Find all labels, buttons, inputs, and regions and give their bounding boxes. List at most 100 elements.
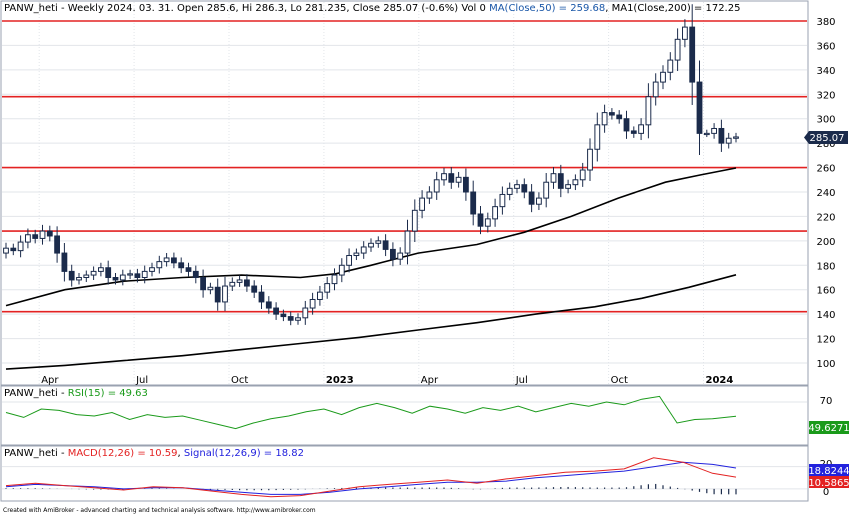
header-close: Close 285.07 (-0.6%) [353,3,459,14]
macd-signal-badge: 18.8244 [808,464,850,477]
candle-body-14 [105,267,112,279]
footer-credit: Created with AmiBroker - advanced charti… [3,507,316,514]
macd-y-tick-0: 0 [823,487,829,498]
candle-body-97 [711,127,718,134]
header-vol: Vol 0 [461,3,486,14]
candle-body-11 [83,274,90,278]
candle-body-95 [696,81,703,134]
header-period: Weekly [68,3,104,14]
price-y-tick: 380 [816,17,835,28]
price-y-axis: 380 360 340 320 300 280 260 240 220 200 180 160 140 1… [816,17,835,370]
candle-body-56 [411,209,418,232]
candle-body-53 [390,248,396,260]
candle-body-34 [251,285,258,293]
header-ma50: MA(Close,50) = 259.68 [489,3,605,14]
candle-body-24 [178,262,185,269]
candle-body-90 [660,71,666,83]
candle-body-77 [565,184,572,189]
header-low: Lo 281.235 [290,3,346,14]
candlesticks [3,4,739,326]
candle-body-2 [17,241,24,252]
last-price-badge-text: 285.07 [810,133,845,144]
candle-body-31 [229,281,236,287]
candle-body-29 [214,286,221,303]
candle-body-57 [419,197,426,211]
candle-body-67 [492,206,499,220]
rsi-panel[interactable] [0,385,809,446]
candle-body-76 [557,173,564,189]
candle-body-28 [207,286,214,291]
candle-body-41 [302,307,309,319]
rsi-value-badge: 49.6271 [808,421,850,434]
grid-lines [2,2,807,384]
candle-body-62 [455,176,462,183]
candle-body-19 [141,270,148,278]
candle-body-37 [273,307,280,315]
date-x-tick: 2024 [706,375,734,386]
candle-body-47 [346,255,353,266]
header-ma200: MA1(Close,200) = 172.25 [612,3,741,14]
candle-body-10 [76,277,82,281]
candle-body-66 [484,218,491,227]
candle-body-92 [674,38,681,61]
candle-body-20 [149,267,155,272]
candle-body-44 [324,283,331,293]
macd-legend: PANW_heti - MACD(12,26) = 10.59, Signal(… [4,448,304,459]
price-y-tick: 180 [816,261,835,272]
candle-body-85 [623,118,630,132]
price-panel[interactable] [0,0,809,386]
macd-value-badge: 10.5865 [808,476,850,489]
candle-body-25 [185,267,192,272]
candle-body-99 [725,137,732,144]
candle-body-82 [601,112,608,126]
rsi-plot [2,395,807,430]
candle-body-18 [134,273,141,279]
header-open: Open 285.6 [177,3,236,14]
candle-body-40 [295,317,301,321]
rsi-legend-name: RSI(15) = 49.63 [68,388,148,399]
candle-body-9 [68,270,75,281]
candle-body-68 [499,193,506,208]
candle-body-98 [718,127,725,144]
macd-legend-ticker: PANW_heti - [4,448,68,459]
price-y-tick: 160 [816,286,835,297]
macd-panel[interactable] [0,445,809,502]
candle-body-61 [448,173,455,183]
candle-body-51 [375,240,382,244]
price-y-tick: 360 [816,41,835,52]
candle-body-45 [331,274,338,285]
candle-body-38 [280,313,287,318]
price-y-tick: 240 [816,188,835,199]
candle-body-65 [477,213,484,227]
signal-line [5,461,737,495]
price-y-tick: 320 [816,90,835,101]
date-x-axis: Apr Jul Oct 2023 Apr Jul Oct 2024 [41,375,733,386]
price-y-tick: 340 [816,66,835,77]
date-x-tick: Oct [231,375,248,386]
candle-body-80 [587,148,593,171]
price-y-tick: 140 [816,310,835,321]
macd-legend-signal: Signal(12,26,9) = 18.82 [184,448,304,459]
candle-body-48 [353,252,360,257]
candle-body-96 [703,132,710,136]
candle-body-79 [579,169,586,181]
candle-body-72 [528,191,535,205]
date-x-tick: Apr [421,375,439,386]
candle-body-32 [236,279,243,283]
candle-body-33 [244,279,250,287]
candle-body-35 [258,291,265,303]
candle-body-27 [200,277,206,291]
price-y-tick: 300 [816,115,835,126]
candle-body-55 [404,230,411,254]
date-x-tick: Oct [611,375,628,386]
candle-body-16 [119,274,126,281]
candle-body-91 [667,59,674,73]
header-high: Hi 286.3 [242,3,284,14]
candle-body-52 [382,240,389,250]
signal-badge-shape [809,464,849,476]
candle-body-93 [682,26,688,40]
candle-body-7 [54,235,61,254]
candle-body-17 [127,273,133,276]
